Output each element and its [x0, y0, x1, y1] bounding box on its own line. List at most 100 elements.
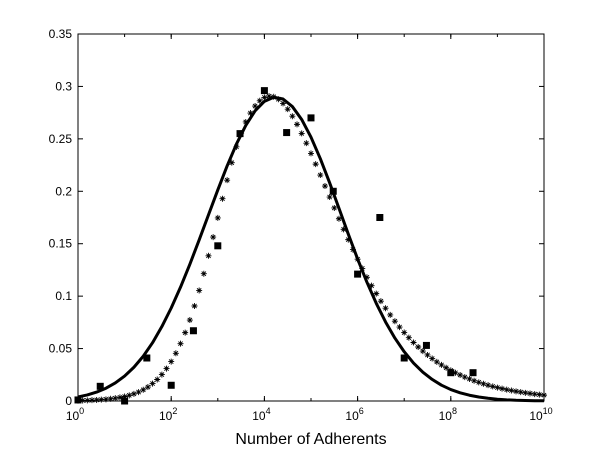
x-tick-label-base: 10 [529, 409, 543, 423]
y-tick-label: 0.2 [55, 184, 72, 198]
plot-area [77, 33, 545, 402]
x-tick-label-base: 10 [252, 409, 266, 423]
series-star-point [116, 394, 123, 401]
series-star-point [471, 377, 478, 384]
series-star-point [424, 351, 431, 358]
series-star-point [196, 287, 203, 294]
series-star-point [121, 393, 128, 400]
series-star-point [200, 270, 207, 277]
series-star-point [443, 364, 450, 371]
series-star-point [284, 106, 291, 113]
series-star-point [396, 324, 403, 331]
series-star-point [438, 361, 445, 368]
series-line-path [77, 95, 545, 403]
series-star-point [317, 172, 324, 179]
series-star-point [475, 379, 482, 386]
series-star-point [489, 383, 496, 390]
x-tick-label: 1010 [529, 406, 552, 423]
series-star-point [401, 329, 408, 336]
series-square-point [167, 381, 175, 389]
x-tick-label-exp: 4 [266, 406, 271, 416]
series-star-point [415, 343, 422, 350]
series-star-point [499, 385, 506, 392]
series-square [74, 87, 477, 405]
series-star-point [280, 100, 287, 107]
series-star-point [513, 388, 520, 395]
y-tick-label: 0.3 [55, 79, 72, 93]
x-tick-label: 100 [66, 406, 84, 423]
series-star-point [154, 376, 161, 383]
series-star-point [326, 194, 333, 201]
series-star-point [294, 121, 301, 128]
series-star-point [494, 384, 501, 391]
series-star-point [252, 103, 259, 110]
series-star-point [354, 256, 361, 263]
series-star-point [308, 150, 314, 157]
series-star-point [382, 305, 389, 312]
series-star-point [321, 183, 328, 190]
series-star-point [405, 334, 412, 341]
series-star-point [191, 302, 198, 309]
series-star-point [149, 380, 156, 387]
x-tick-label-exp: 0 [79, 406, 84, 416]
series-star-point [205, 252, 212, 259]
series-star-point [224, 177, 231, 184]
x-tick-label: 106 [345, 406, 363, 423]
series-star-point [541, 392, 547, 399]
series-star-point [335, 215, 342, 222]
axis-ticks [77, 33, 545, 402]
series-star-point [168, 358, 175, 365]
series-star-point [485, 382, 492, 389]
series-star-point [98, 396, 105, 403]
series-star-point [256, 97, 263, 104]
series-star-point [298, 130, 305, 137]
series-square-point [400, 354, 408, 362]
series-star-point [289, 113, 296, 120]
series-star-point [275, 96, 282, 103]
x-axis-title: Number of Adherents [235, 431, 386, 448]
series-star-point [517, 389, 524, 396]
x-tick-label-exp: 2 [172, 406, 177, 416]
series-square-point [260, 87, 268, 95]
series-star-point [93, 396, 100, 403]
series-line [77, 95, 545, 403]
series-star-point [466, 375, 473, 382]
series-star-point [266, 93, 273, 100]
series-star-point [433, 358, 440, 365]
series-square-point [189, 327, 197, 335]
series-square-point [376, 214, 384, 221]
series-star-point [177, 340, 184, 347]
series-square-point [447, 369, 455, 377]
series-star-point [345, 236, 352, 243]
series-square-point [307, 114, 315, 122]
series-star-point [79, 397, 86, 404]
series-square-point [214, 242, 222, 250]
y-tick-label: 0.35 [49, 27, 73, 41]
series-square-point [329, 187, 337, 195]
series-square-point [236, 130, 244, 138]
series-star-point [140, 386, 147, 393]
x-tick-label-exp: 6 [359, 406, 364, 416]
x-tick-label-exp: 8 [452, 406, 457, 416]
series-star-point [391, 318, 398, 325]
y-tick-label: 0.15 [49, 237, 73, 251]
series-star-point [410, 339, 417, 346]
series-star-point [182, 329, 189, 336]
series-star-point [377, 298, 384, 305]
series-square-point [422, 341, 430, 349]
x-tick-label-base: 10 [439, 409, 453, 423]
series-square-point [283, 129, 291, 137]
x-tick-label-exp: 10 [543, 406, 553, 416]
series-star-point [186, 317, 193, 324]
series-star-point [349, 246, 356, 253]
series-star-point [112, 395, 119, 402]
series-star-point [531, 391, 538, 398]
series-star-point [270, 93, 277, 100]
series-star-point [508, 387, 515, 394]
series-star-point [247, 110, 254, 117]
series-star-point [419, 348, 426, 355]
series-star-point [135, 389, 142, 396]
series-star-point [261, 94, 268, 101]
y-tick-label: 0.25 [49, 132, 73, 146]
series-star-point [144, 384, 151, 391]
